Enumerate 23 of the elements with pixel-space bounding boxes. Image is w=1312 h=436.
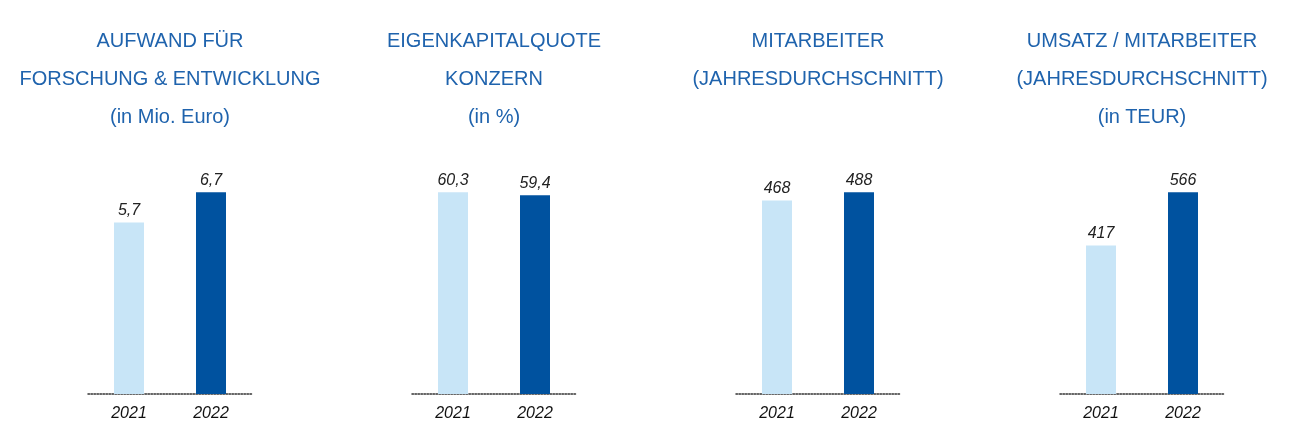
data-label: 60,3 <box>437 170 469 188</box>
x-tick-label: 2022 <box>516 403 553 421</box>
data-label: 468 <box>763 179 791 197</box>
data-label: 566 <box>1169 170 1197 188</box>
data-label: 6,7 <box>199 170 224 188</box>
x-tick-label: 2021 <box>1082 403 1119 421</box>
chart-title: EIGENKAPITALQUOTE KONZERN <box>386 29 602 89</box>
chart-title: UMSATZ / MITARBEITER (JAHRESDURCHSCHNITT) <box>1016 29 1268 89</box>
x-tick-label: 2021 <box>434 403 471 421</box>
chart-subtitle: (in Mio. Euro) <box>109 105 231 127</box>
chart-subtitle: (in %) <box>467 105 521 127</box>
x-tick-label: 2021 <box>110 403 147 421</box>
data-label: 59,4 <box>519 173 551 191</box>
chart-title: MITARBEITER (JAHRESDURCHSCHNITT) <box>692 29 944 89</box>
chart-subtitle: (in TEUR) <box>1097 105 1187 127</box>
x-tick-label: 2021 <box>758 403 795 421</box>
x-tick-label: 2022 <box>1164 403 1201 421</box>
data-label: 417 <box>1087 223 1116 241</box>
data-label: 488 <box>845 170 873 188</box>
data-label: 5,7 <box>117 200 142 218</box>
x-tick-label: 2022 <box>840 403 877 421</box>
chart-title: AUFWAND FÜR FORSCHUNG & ENTWICKLUNG <box>19 29 321 89</box>
x-tick-label: 2022 <box>192 403 229 421</box>
